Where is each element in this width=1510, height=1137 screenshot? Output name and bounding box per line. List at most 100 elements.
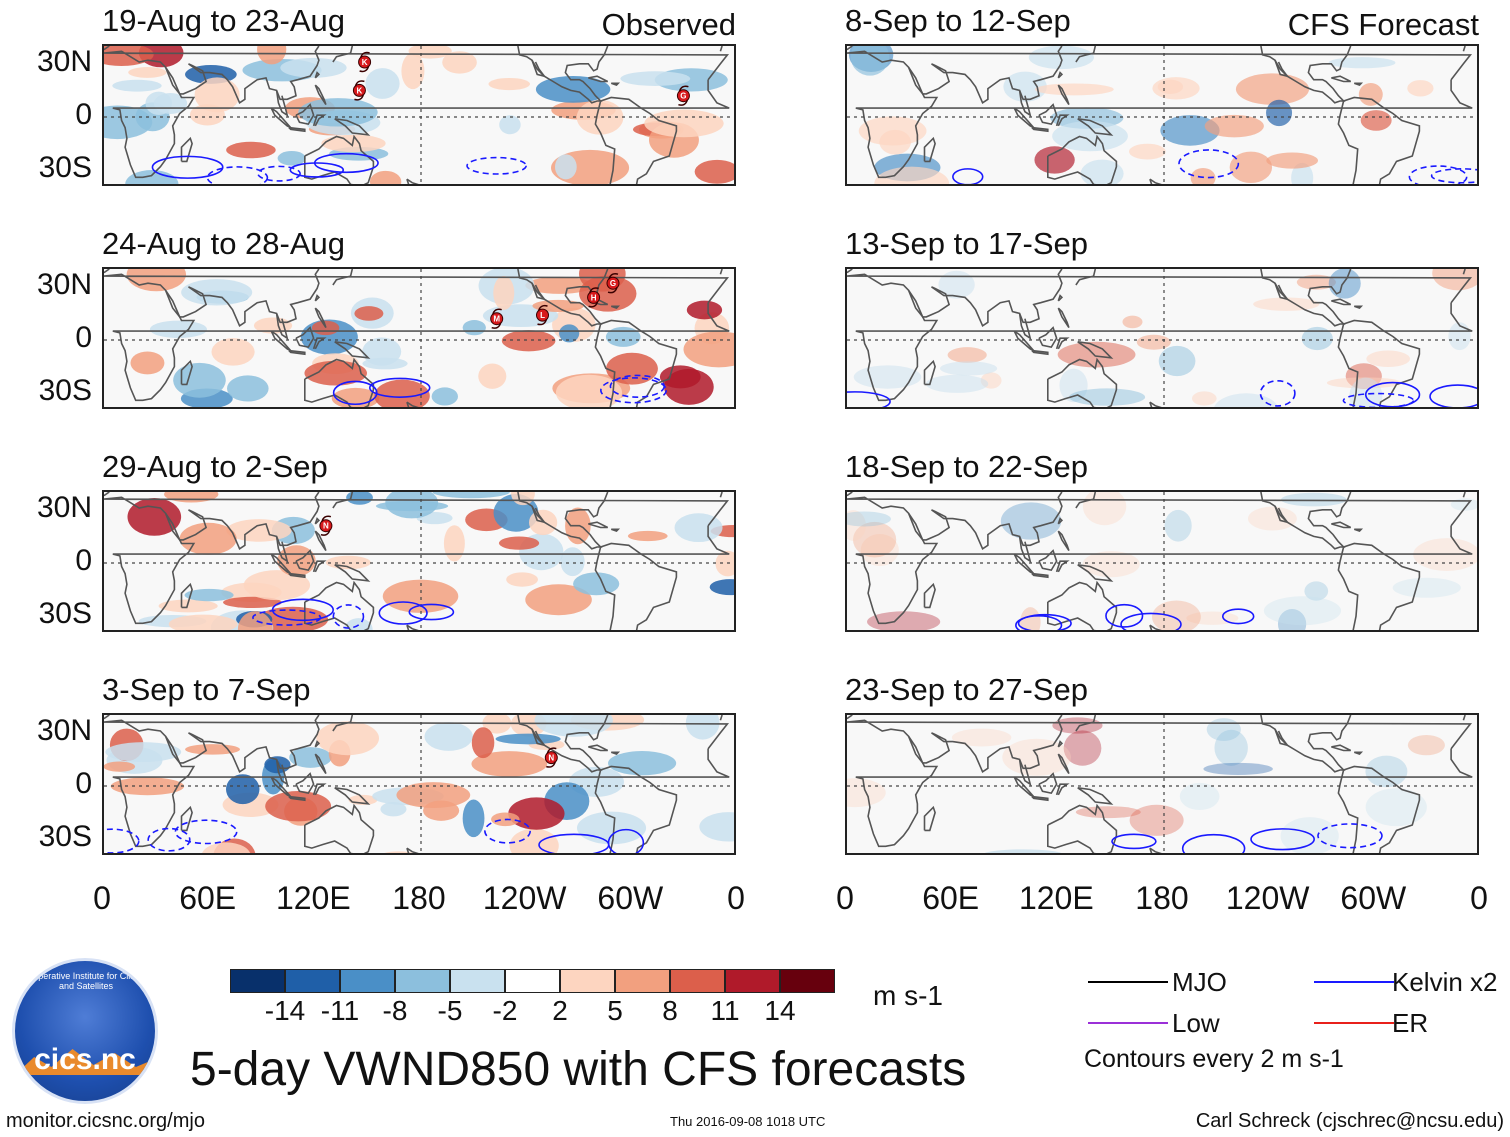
coastline xyxy=(531,728,547,747)
positive-anomaly-shading xyxy=(1063,730,1102,766)
negative-anomaly-shading xyxy=(499,115,521,135)
positive-anomaly-shading xyxy=(1326,377,1403,389)
coastline xyxy=(1075,46,1097,63)
kelvin-contour xyxy=(408,603,455,621)
positive-anomaly-shading xyxy=(194,77,240,113)
positive-anomaly-shading xyxy=(401,52,425,90)
colorbar-swatch xyxy=(505,969,560,993)
negative-anomaly-shading xyxy=(1000,502,1062,540)
tropical-cyclone-icon: K xyxy=(352,80,366,101)
positive-anomaly-shading xyxy=(1407,734,1445,756)
positive-anomaly-shading xyxy=(1296,274,1336,290)
coastline xyxy=(1149,847,1162,853)
negative-anomaly-shading xyxy=(226,375,269,402)
coastline xyxy=(314,530,327,552)
latitude-label: 30N xyxy=(36,713,92,747)
longitude-label: 0 xyxy=(836,880,854,916)
longitude-label: 0 xyxy=(727,880,745,916)
coastline xyxy=(1018,536,1032,564)
longitude-label: 60E xyxy=(179,880,237,916)
storm-letter: L xyxy=(540,311,545,320)
negative-anomaly-shading xyxy=(424,722,473,751)
panel-date-range: 19-Aug to 23-Aug xyxy=(102,3,346,38)
legend-line-low xyxy=(1088,1022,1168,1024)
negative-anomaly-shading xyxy=(125,169,179,184)
map-background xyxy=(847,492,1477,630)
positive-anomaly-shading xyxy=(1129,143,1166,160)
negative-anomaly-shading xyxy=(573,572,620,596)
negative-anomaly-shading xyxy=(1052,120,1128,152)
coastline xyxy=(1331,298,1352,306)
coastline xyxy=(1057,307,1070,329)
coastline xyxy=(1057,294,1064,302)
coastline xyxy=(1149,401,1162,407)
coastline xyxy=(1038,549,1058,571)
coastline xyxy=(1343,319,1421,407)
positive-anomaly-shading xyxy=(659,365,701,389)
coastline xyxy=(923,582,936,609)
coastline xyxy=(1055,114,1070,127)
positive-anomaly-shading xyxy=(1075,806,1141,819)
positive-anomaly-shading xyxy=(1129,804,1184,836)
colorbar-swatch xyxy=(670,969,725,993)
positive-anomaly-shading xyxy=(130,351,165,375)
negative-anomaly-shading xyxy=(346,492,373,505)
longitude-label: 60W xyxy=(1340,880,1407,916)
coastline xyxy=(406,624,419,630)
positive-anomaly-shading xyxy=(980,372,1002,389)
coastline xyxy=(1047,357,1118,407)
map-canvas: M L H G xyxy=(104,269,734,407)
coastline xyxy=(314,753,327,775)
coastline xyxy=(332,492,354,509)
colorbar-tick-label: -2 xyxy=(492,995,518,1026)
coastline xyxy=(1274,505,1290,524)
negative-anomaly-shading xyxy=(280,57,347,78)
coastline xyxy=(334,118,371,136)
colorbar-tick-label: 5 xyxy=(607,995,623,1026)
coastline xyxy=(312,560,327,573)
coastline xyxy=(104,496,730,625)
positive-anomaly-shading xyxy=(951,728,1012,747)
coastline xyxy=(312,783,327,796)
positive-anomaly-shading xyxy=(1366,350,1411,368)
longitude-label: 0 xyxy=(93,880,111,916)
coastline xyxy=(104,719,730,848)
coastline xyxy=(1047,134,1118,184)
colorbar-swatch xyxy=(395,969,450,993)
positive-anomaly-shading xyxy=(1002,738,1072,776)
positive-anomaly-shading xyxy=(168,614,238,630)
observed-label: Observed xyxy=(601,7,736,42)
coastline xyxy=(923,359,936,386)
coastline xyxy=(1077,787,1114,805)
negative-anomaly-shading xyxy=(554,154,577,180)
kelvin-contour xyxy=(1017,613,1072,630)
coastline xyxy=(314,84,327,106)
positive-anomaly-shading xyxy=(1204,114,1264,138)
panel-date-range: 8-Sep to 12-Sep xyxy=(845,3,1071,38)
contour-note: Contours every 2 m s-1 xyxy=(1084,1045,1344,1073)
negative-anomaly-shading xyxy=(1448,322,1471,351)
negative-anomaly-shading xyxy=(1328,269,1361,299)
coastline xyxy=(1274,728,1290,747)
coastline xyxy=(275,536,289,564)
coastline xyxy=(1274,59,1290,78)
negative-anomaly-shading xyxy=(1266,99,1293,127)
map-canvas: N xyxy=(104,492,734,630)
coastline xyxy=(1075,715,1097,732)
negative-anomaly-shading xyxy=(432,492,510,499)
negative-anomaly-shading xyxy=(1301,326,1333,351)
positive-anomaly-shading xyxy=(226,141,276,159)
map-canvas xyxy=(847,492,1477,630)
coastline xyxy=(907,269,1063,327)
coastline xyxy=(1331,521,1352,529)
kelvin-contour xyxy=(847,391,891,407)
coastline xyxy=(1077,341,1114,359)
coastline xyxy=(304,580,375,630)
colorbar-swatch xyxy=(560,969,615,993)
positive-anomaly-shading xyxy=(482,715,512,734)
positive-anomaly-shading xyxy=(1358,83,1383,106)
coastline xyxy=(332,269,354,286)
coastline xyxy=(907,46,1063,104)
positive-anomaly-shading xyxy=(223,596,282,609)
footer-url: monitor.cicsnc.org/mjo xyxy=(6,1110,205,1132)
